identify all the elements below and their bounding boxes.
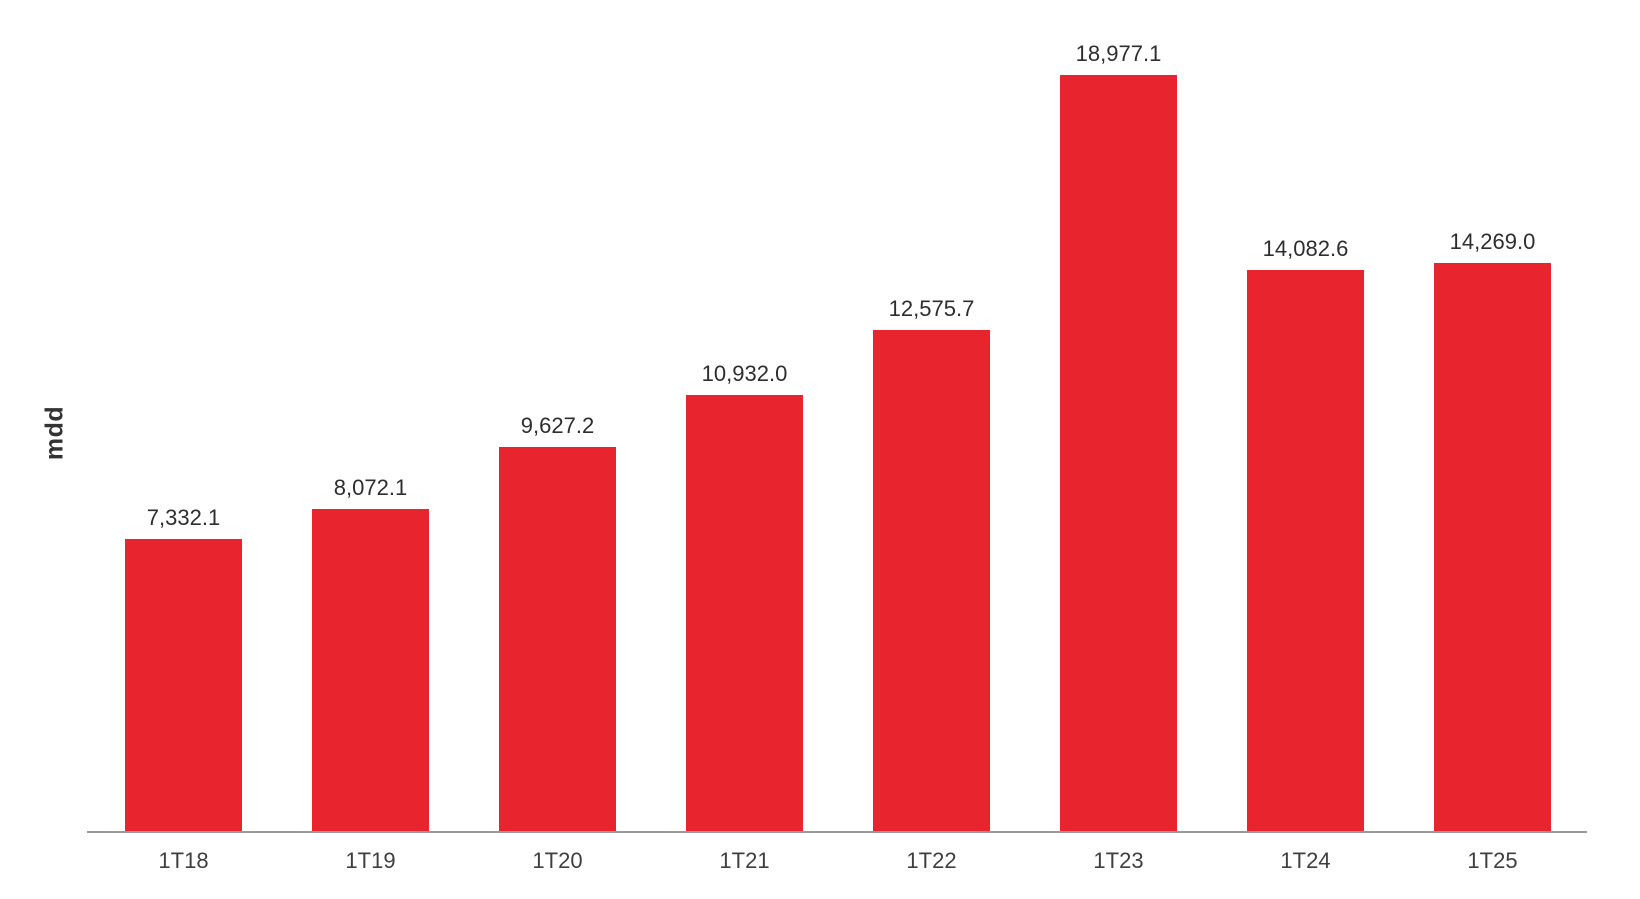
bar [1434,263,1551,831]
bar-value-label: 8,072.1 [333,475,408,500]
x-axis-tick-label: 1T22 [906,848,957,873]
bar [125,539,242,831]
x-axis-tick-label: 1T20 [532,848,583,873]
bar [1247,270,1364,831]
bar-value-label: 18,977.1 [1075,41,1162,66]
bar-value-label: 12,575.7 [888,296,975,321]
bar-value-label: 7,332.1 [146,505,221,530]
bar-value-label: 10,932.0 [701,361,788,386]
bar [873,330,990,831]
x-axis-tick-label: 1T23 [1093,848,1144,873]
x-axis-tick-label: 1T24 [1280,848,1331,873]
bar-value-label: 14,082.6 [1262,236,1349,261]
x-axis-tick-label: 1T18 [158,848,209,873]
bar-value-label: 9,627.2 [520,413,595,438]
x-axis-tick-label: 1T25 [1467,848,1518,873]
x-axis-line [87,831,1587,833]
bar-value-label: 14,269.0 [1449,229,1536,254]
bar [312,509,429,831]
bar [1060,75,1177,831]
x-axis-tick-label: 1T19 [345,848,396,873]
bar [499,447,616,831]
bar [686,395,803,831]
x-axis-tick-label: 1T21 [719,848,770,873]
